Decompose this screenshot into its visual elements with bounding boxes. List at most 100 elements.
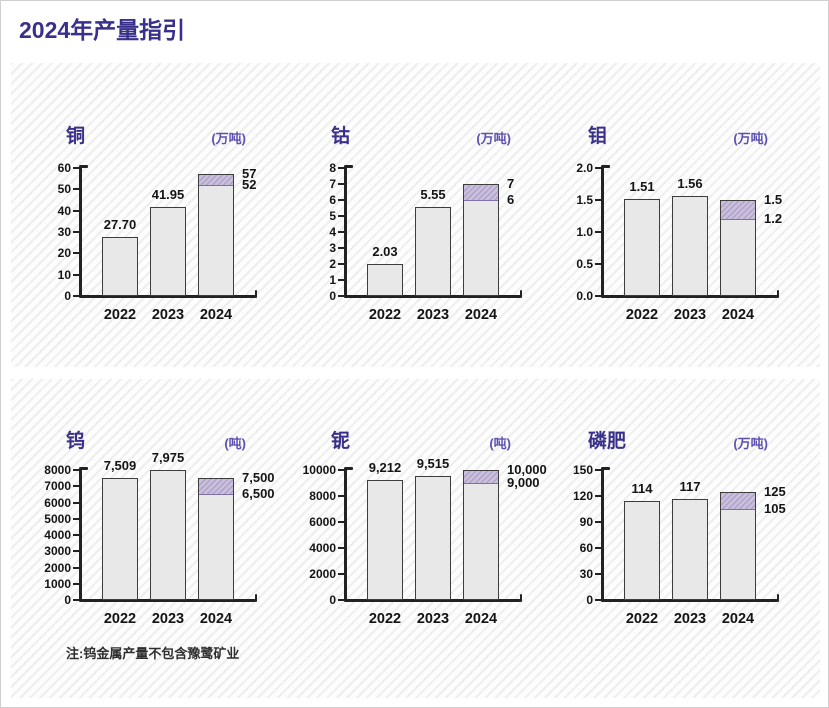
guidance-range-band [721, 492, 755, 510]
x-axis [344, 599, 521, 602]
x-tick-label: 2023 [416, 611, 450, 627]
guidance-range-band [199, 175, 233, 187]
y-tick-label: 2 [329, 257, 336, 271]
y-tick-label: 4 [329, 225, 336, 239]
bar-value-label: 27.70 [103, 216, 137, 232]
y-tick-label: 50 [57, 182, 71, 197]
guidance-range-band [464, 185, 498, 201]
x-axis [344, 295, 521, 298]
bar-2023 [415, 476, 451, 600]
y-axis-hook [345, 165, 353, 168]
range-low-label: 105 [764, 501, 786, 516]
x-tick-label: 2023 [673, 611, 707, 627]
y-tick-mark [338, 199, 345, 201]
chart-title-phosphate: 磷肥 [588, 431, 627, 452]
y-tick-mark [73, 295, 80, 297]
y-axis-hook [602, 165, 610, 168]
x-tick-label: 2023 [151, 611, 185, 627]
y-tick-mark [73, 231, 80, 233]
y-tick-label: 30 [57, 225, 71, 239]
footnote: 注:钨金属产量不包含豫鹭矿业 [66, 646, 240, 661]
x-tick-label: 2022 [368, 611, 402, 627]
y-axis-hook [80, 165, 88, 168]
chart-phosphate: 磷肥 (万吨) 0 30 60 90 120 150 114 2022 117 2023 125 105 2… [533, 379, 794, 698]
chart-title-niobium: 铌 [331, 431, 351, 452]
panel-top: 铜 (万吨) 0 10 20 30 40 50 60 27.70 2022 41.95 2023 57 52… [11, 63, 820, 367]
y-tick-mark [73, 485, 80, 488]
chart-plot-tungsten: 0 1000 2000 3000 4000 5000 6000 7000 8000 7,509 20… [44, 450, 274, 627]
y-tick-mark [338, 469, 345, 471]
y-tick-mark [595, 547, 602, 549]
chart-unit-molybdenum: (万吨) [733, 131, 768, 146]
y-tick-label: 8 [329, 161, 336, 175]
guidance-range-band [464, 471, 498, 484]
y-tick-mark [595, 573, 602, 575]
y-tick-label: 0.0 [576, 289, 593, 303]
y-tick-mark [338, 231, 345, 233]
chart-niobium: 铌 (吨) 0 2000 4000 6000 8000 10000 9,212 2022 9,515… [276, 379, 547, 698]
range-low-label: 6,500 [242, 486, 275, 502]
bar-2023 [150, 470, 186, 600]
chart-plot-niobium: 0 2000 4000 6000 8000 10000 9,212 2022 9,515 2023… [303, 456, 547, 627]
y-tick-label: 90 [579, 515, 593, 529]
bar-value-label: 7,509 [103, 457, 137, 473]
y-tick-mark [595, 521, 602, 523]
bar-value-label: 5.55 [420, 187, 446, 203]
bar-2022 [367, 480, 403, 600]
y-tick-label: 6 [329, 193, 336, 207]
y-tick-mark [73, 517, 80, 520]
y-tick-mark [73, 582, 80, 585]
chart-molybdenum: 钼 (万吨) 0.0 0.5 1.0 1.5 2.0 1.51 2022 1.56 2023 1.5 1… [533, 63, 794, 367]
guidance-range-band [199, 479, 233, 496]
chart-unit-niobium: (吨) [489, 436, 511, 451]
chart-plot-molybdenum: 0.0 0.5 1.0 1.5 2.0 1.51 2022 1.56 2023 1.5 1.2 202… [576, 161, 782, 323]
y-axis-hook [345, 467, 353, 470]
range-high-label: 125 [764, 483, 786, 499]
chart-title-copper: 铜 [66, 126, 86, 147]
range-low-label: 52 [242, 177, 257, 193]
bar-value-label: 7,975 [151, 450, 185, 466]
bar-2024 [463, 184, 499, 296]
chart-copper: 铜 (万吨) 0 10 20 30 40 50 60 27.70 2022 41.95 2023 57 52… [11, 63, 272, 367]
y-tick-label: 1.0 [576, 225, 593, 239]
y-tick-label: 1 [329, 273, 336, 287]
y-tick-label: 0 [64, 289, 71, 303]
y-tick-label: 8000 [309, 489, 336, 503]
y-tick-mark [338, 295, 345, 297]
x-axis-hook [776, 290, 779, 298]
y-tick-mark [338, 521, 345, 523]
y-tick-mark [73, 566, 80, 569]
y-tick-mark [338, 247, 345, 249]
y-tick-mark [595, 599, 602, 601]
x-tick-label: 2023 [673, 307, 707, 323]
y-axis [601, 467, 604, 602]
y-axis [79, 467, 82, 602]
y-tick-mark [595, 495, 602, 497]
y-tick-label: 8000 [44, 463, 71, 477]
bar-2022 [102, 236, 138, 296]
range-high-label: 1.5 [764, 192, 783, 207]
chart-unit-phosphate: (万吨) [733, 436, 768, 451]
range-low-label: 6 [507, 192, 515, 207]
chart-title-tungsten: 钨 [66, 431, 86, 452]
x-axis-hook [519, 290, 522, 298]
x-tick-label: 2024 [464, 611, 498, 627]
y-tick-mark [338, 279, 345, 281]
y-tick-label: 150 [572, 463, 593, 477]
y-tick-label: 6000 [309, 515, 336, 529]
bar-value-label: 1.51 [629, 179, 655, 195]
bar-2022 [624, 199, 660, 296]
y-tick-mark [338, 547, 345, 549]
y-axis-hook [80, 467, 88, 470]
y-tick-label: 2.0 [576, 161, 593, 175]
y-tick-mark [73, 209, 80, 212]
page-title: 2024年产量指引 [19, 17, 186, 43]
bar-value-label: 41.95 [151, 186, 185, 202]
bar-2022 [624, 501, 660, 600]
y-tick-label: 5000 [44, 511, 71, 526]
y-tick-label: 0 [586, 593, 593, 607]
range-low-label: 9,000 [507, 475, 540, 490]
y-tick-label: 20 [57, 246, 71, 261]
x-tick-label: 2022 [103, 307, 137, 323]
y-tick-label: 2000 [309, 567, 336, 581]
